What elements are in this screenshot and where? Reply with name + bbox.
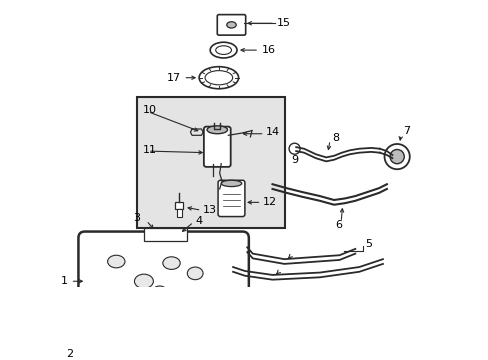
Circle shape [389, 149, 404, 164]
Text: 6: 6 [335, 220, 342, 230]
Text: 1: 1 [61, 276, 67, 286]
Ellipse shape [134, 274, 153, 288]
Ellipse shape [163, 257, 180, 269]
Ellipse shape [187, 267, 203, 280]
Bar [177, 209, 182, 217]
Polygon shape [89, 329, 237, 343]
Text: 5: 5 [365, 239, 372, 249]
Text: 14: 14 [265, 127, 280, 137]
Bar [175, 202, 183, 209]
Bar [143, 228, 187, 241]
Text: 17: 17 [166, 73, 181, 83]
Ellipse shape [221, 180, 241, 186]
FancyBboxPatch shape [78, 231, 248, 331]
Ellipse shape [226, 22, 236, 28]
Text: 16: 16 [261, 45, 275, 55]
Text: 13: 13 [203, 205, 217, 215]
Ellipse shape [215, 46, 231, 54]
FancyBboxPatch shape [203, 127, 230, 167]
Circle shape [288, 143, 300, 154]
Ellipse shape [199, 67, 238, 89]
FancyBboxPatch shape [218, 180, 244, 217]
Text: 2: 2 [66, 349, 74, 359]
Text: 8: 8 [332, 133, 339, 143]
Ellipse shape [206, 126, 227, 134]
Text: 12: 12 [263, 197, 277, 207]
Text: 4: 4 [195, 216, 202, 225]
Ellipse shape [204, 71, 232, 85]
Text: 7: 7 [403, 126, 410, 136]
FancyBboxPatch shape [217, 15, 245, 35]
Text: 11: 11 [143, 144, 157, 154]
Ellipse shape [210, 42, 237, 58]
Text: 15: 15 [277, 18, 291, 28]
Text: 9: 9 [291, 155, 298, 165]
Text: 3: 3 [133, 213, 140, 223]
Circle shape [384, 144, 409, 169]
Text: 10: 10 [143, 105, 157, 115]
Ellipse shape [152, 286, 166, 297]
Bar [137, 98, 285, 228]
Ellipse shape [107, 255, 125, 268]
